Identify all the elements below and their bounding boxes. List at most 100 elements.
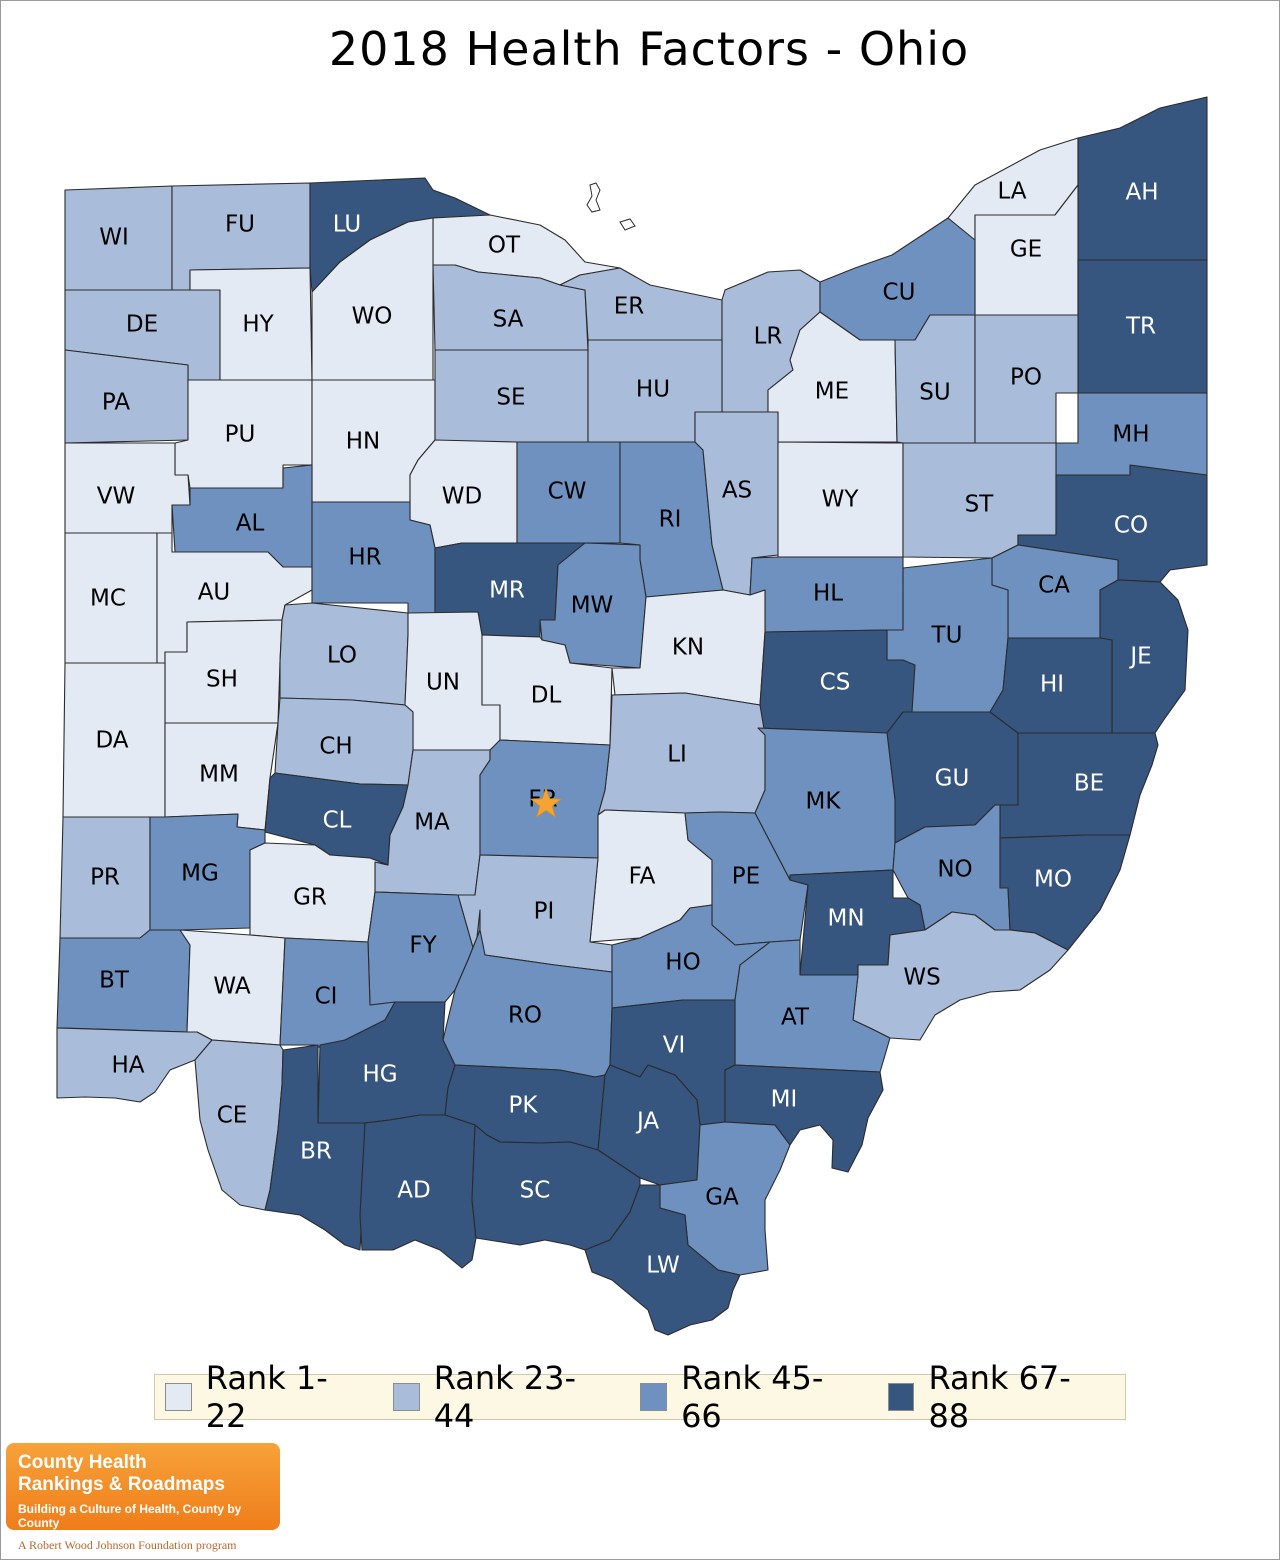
county-health-rankings-logo: County Health Rankings & Roadmaps Buildi… bbox=[6, 1443, 280, 1530]
county-lw[interactable] bbox=[584, 1184, 741, 1336]
county-label-hi: HI bbox=[1040, 672, 1064, 698]
county-label-ge: GE bbox=[1010, 237, 1042, 263]
county-label-dl: DL bbox=[531, 683, 562, 709]
county-label-hu: HU bbox=[636, 377, 670, 403]
county-label-ot: OT bbox=[488, 233, 521, 259]
county-label-pa: PA bbox=[102, 390, 130, 416]
county-label-hy: HY bbox=[242, 312, 274, 338]
county-label-sh: SH bbox=[206, 667, 238, 693]
county-label-cu: CU bbox=[883, 280, 916, 306]
county-label-fa: FA bbox=[629, 864, 656, 890]
county-ws[interactable] bbox=[852, 911, 1069, 1041]
logo-tagline: Building a Culture of Health, County by … bbox=[18, 1502, 242, 1530]
county-label-ci: CI bbox=[315, 984, 338, 1010]
county-label-se: SE bbox=[496, 385, 525, 411]
county-label-da: DA bbox=[95, 728, 128, 754]
legend: Rank 1-22 Rank 23-44 Rank 45-66 Rank 67-… bbox=[154, 1359, 1126, 1435]
county-label-un: UN bbox=[426, 670, 460, 696]
county-label-po: PO bbox=[1010, 365, 1042, 391]
county-label-su: SU bbox=[919, 380, 950, 406]
county-label-ri: RI bbox=[659, 507, 682, 533]
county-label-lo: LO bbox=[327, 643, 357, 669]
county-label-ga: GA bbox=[705, 1185, 739, 1211]
county-label-ha: HA bbox=[111, 1053, 144, 1079]
county-label-sc: SC bbox=[520, 1178, 551, 1204]
county-label-ja: JA bbox=[635, 1109, 659, 1135]
county-label-me: ME bbox=[815, 379, 849, 405]
county-label-wo: WO bbox=[352, 304, 393, 330]
county-label-mo: MO bbox=[1034, 867, 1072, 893]
county-ad[interactable] bbox=[359, 1114, 477, 1269]
county-label-lu: LU bbox=[333, 212, 362, 238]
star-icon bbox=[529, 786, 563, 818]
legend-swatch bbox=[640, 1383, 668, 1411]
county-br[interactable] bbox=[264, 1044, 366, 1251]
county-label-mc: MC bbox=[90, 586, 126, 612]
county-be[interactable] bbox=[999, 732, 1159, 839]
county-label-at: AT bbox=[781, 1005, 810, 1031]
county-label-mh: MH bbox=[1112, 422, 1149, 448]
county-label-au: AU bbox=[198, 580, 231, 606]
legend-item-rank-23-44: Rank 23-44 bbox=[392, 1359, 608, 1435]
ohio-county-map: WI FU LU OT LA AH GE DE HY WO SA ER LR CU TR PA PU HN SE HU… bbox=[56, 96, 1208, 1336]
county-label-vw: VW bbox=[97, 484, 135, 510]
county-label-mk: MK bbox=[806, 789, 842, 815]
county-label-ad: AD bbox=[397, 1178, 430, 1204]
county-label-hn: HN bbox=[346, 429, 381, 455]
county-label-je: JE bbox=[1128, 644, 1151, 670]
county-label-lw: LW bbox=[646, 1253, 679, 1279]
county-label-ah: AH bbox=[1125, 180, 1158, 206]
county-label-ro: RO bbox=[508, 1003, 542, 1029]
county-label-kn: KN bbox=[672, 635, 704, 661]
county-label-wy: WY bbox=[822, 487, 860, 513]
county-label-hr: HR bbox=[348, 545, 381, 571]
legend-label: Rank 45-66 bbox=[681, 1359, 824, 1435]
county-label-sa: SA bbox=[493, 307, 524, 333]
county-label-no: NO bbox=[937, 857, 972, 883]
county-ah[interactable] bbox=[1077, 96, 1208, 261]
county-label-vi: VI bbox=[663, 1033, 686, 1059]
legend-item-rank-67-88: Rank 67-88 bbox=[887, 1359, 1103, 1435]
county-label-mm: MM bbox=[199, 762, 239, 788]
county-label-fu: FU bbox=[225, 212, 255, 238]
county-label-st: ST bbox=[965, 492, 995, 518]
county-ha[interactable] bbox=[56, 1027, 213, 1103]
map-title: 2018 Health Factors - Ohio bbox=[328, 22, 970, 76]
county-label-pk: PK bbox=[509, 1093, 539, 1119]
county-label-fy: FY bbox=[409, 933, 437, 959]
county-label-mn: MN bbox=[827, 906, 864, 932]
legend-swatch bbox=[165, 1383, 192, 1411]
county-label-bt: BT bbox=[99, 968, 130, 994]
county-label-ma: MA bbox=[414, 810, 450, 836]
county-label-mr: MR bbox=[489, 578, 525, 604]
county-label-ws: WS bbox=[903, 965, 940, 991]
county-label-mi: MI bbox=[771, 1087, 798, 1113]
county-label-ce: CE bbox=[217, 1103, 248, 1129]
legend-swatch bbox=[392, 1383, 420, 1411]
county-label-li: LI bbox=[667, 742, 687, 768]
county-label-cs: CS bbox=[820, 670, 851, 696]
county-label-la: LA bbox=[997, 179, 1026, 205]
county-label-wi: WI bbox=[99, 225, 129, 251]
county-label-al: AL bbox=[236, 511, 265, 537]
county-label-tr: TR bbox=[1125, 314, 1156, 340]
county-label-pi: PI bbox=[534, 899, 555, 925]
lake-erie-island bbox=[586, 182, 601, 213]
county-label-wd: WD bbox=[442, 484, 482, 510]
county-label-gu: GU bbox=[935, 766, 970, 792]
county-label-be: BE bbox=[1074, 771, 1104, 797]
county-label-hg: HG bbox=[362, 1062, 397, 1088]
legend-item-rank-45-66: Rank 45-66 bbox=[640, 1359, 855, 1435]
county-je[interactable] bbox=[1099, 579, 1189, 734]
county-label-mw: MW bbox=[571, 593, 614, 619]
legend-label: Rank 1-22 bbox=[205, 1359, 328, 1435]
logo-line-2: Rankings & Roadmaps bbox=[18, 1474, 225, 1495]
county-label-pe: PE bbox=[732, 864, 760, 890]
legend-swatch bbox=[887, 1383, 915, 1411]
county-label-pr: PR bbox=[90, 865, 120, 891]
county-label-de: DE bbox=[126, 312, 158, 338]
county-label-tu: TU bbox=[931, 623, 963, 649]
county-label-ch: CH bbox=[319, 734, 352, 760]
lake-erie-island bbox=[619, 218, 636, 231]
legend-item-rank-1-22: Rank 1-22 bbox=[165, 1359, 361, 1435]
